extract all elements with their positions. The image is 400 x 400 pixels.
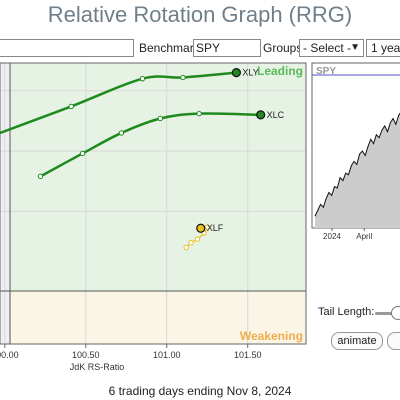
tail-length-slider[interactable] xyxy=(375,312,400,315)
page-title: Relative Rotation Graph (RRG) xyxy=(47,2,353,27)
x-tick-label: 101.50 xyxy=(234,350,262,360)
tail-xlc: XLC xyxy=(37,110,285,180)
groups-label: Groups: xyxy=(263,41,306,55)
tail-point xyxy=(37,173,44,180)
tail-point xyxy=(180,74,186,81)
x-tick-label: 101.00 xyxy=(153,350,181,360)
tail-point xyxy=(118,130,125,136)
footer-date-range: 6 trading days ending Nov 8, 2024 xyxy=(108,384,292,398)
series-label: XLY xyxy=(242,68,258,78)
symbols-input[interactable] xyxy=(0,39,134,57)
spy-x-ticks: 2024 April xyxy=(323,228,372,241)
leading-label: Leading xyxy=(257,64,303,78)
rrg-grid xyxy=(0,63,306,344)
spy-x-tick-label: 2024 xyxy=(323,232,341,241)
next-button[interactable] xyxy=(387,332,400,350)
tail-head-point xyxy=(231,68,241,78)
rrg-x-ticks: 100.00 100.50 101.00 101.50 xyxy=(0,344,261,360)
tail-length-slider-handle[interactable] xyxy=(391,306,400,320)
tail-xlf: XLF xyxy=(183,223,224,251)
chevron-down-icon: ▼ xyxy=(350,42,360,53)
tail-head-point xyxy=(256,110,266,120)
spy-panel: SPY 2024 April xyxy=(311,62,400,241)
rrg-frame xyxy=(0,62,307,345)
tail-point xyxy=(139,75,146,82)
animate-button[interactable]: animate xyxy=(331,332,383,350)
tail-point xyxy=(194,236,201,242)
rrg-plot: Leading Weakening XLY XLC XLF 100.00 100.50… xyxy=(0,62,307,372)
benchmark-input[interactable]: SPY xyxy=(193,39,261,57)
tail-head-point xyxy=(196,223,206,233)
series-label: XLF xyxy=(207,223,224,233)
tail-point xyxy=(183,244,189,251)
spy-price-line xyxy=(314,112,400,217)
leading-quadrant xyxy=(10,63,306,291)
tail-point xyxy=(188,239,194,246)
tail-point xyxy=(196,110,202,117)
tail-point xyxy=(68,103,74,110)
weakening-label: Weakening xyxy=(240,329,303,343)
tail-point xyxy=(157,115,163,122)
x-tick-label: 100.50 xyxy=(72,350,100,360)
tail-point xyxy=(79,150,86,157)
x-tick-label: 100.00 xyxy=(0,350,19,360)
spy-area xyxy=(315,113,400,228)
x-axis-label: JdK RS-Ratio xyxy=(70,362,125,372)
spy-x-tick-label: April xyxy=(356,232,372,241)
tail-xly: XLY xyxy=(0,68,259,135)
tail-length-label: Tail Length: xyxy=(318,306,375,318)
toolbar: Benchmark: SPY Groups: - Select - ▼ 1 ye… xyxy=(0,39,400,59)
series-label: XLC xyxy=(267,110,285,120)
groups-select-value: - Select - xyxy=(303,41,352,55)
spy-title: SPY xyxy=(316,66,336,77)
weakening-quadrant xyxy=(10,291,306,344)
rrg-tails: XLY XLC XLF xyxy=(0,68,285,251)
tail-line xyxy=(39,112,261,178)
benchmark-label: Benchmark: xyxy=(139,41,204,55)
period-select[interactable]: 1 year xyxy=(366,39,400,57)
groups-select[interactable]: - Select - ▼ xyxy=(299,39,364,57)
